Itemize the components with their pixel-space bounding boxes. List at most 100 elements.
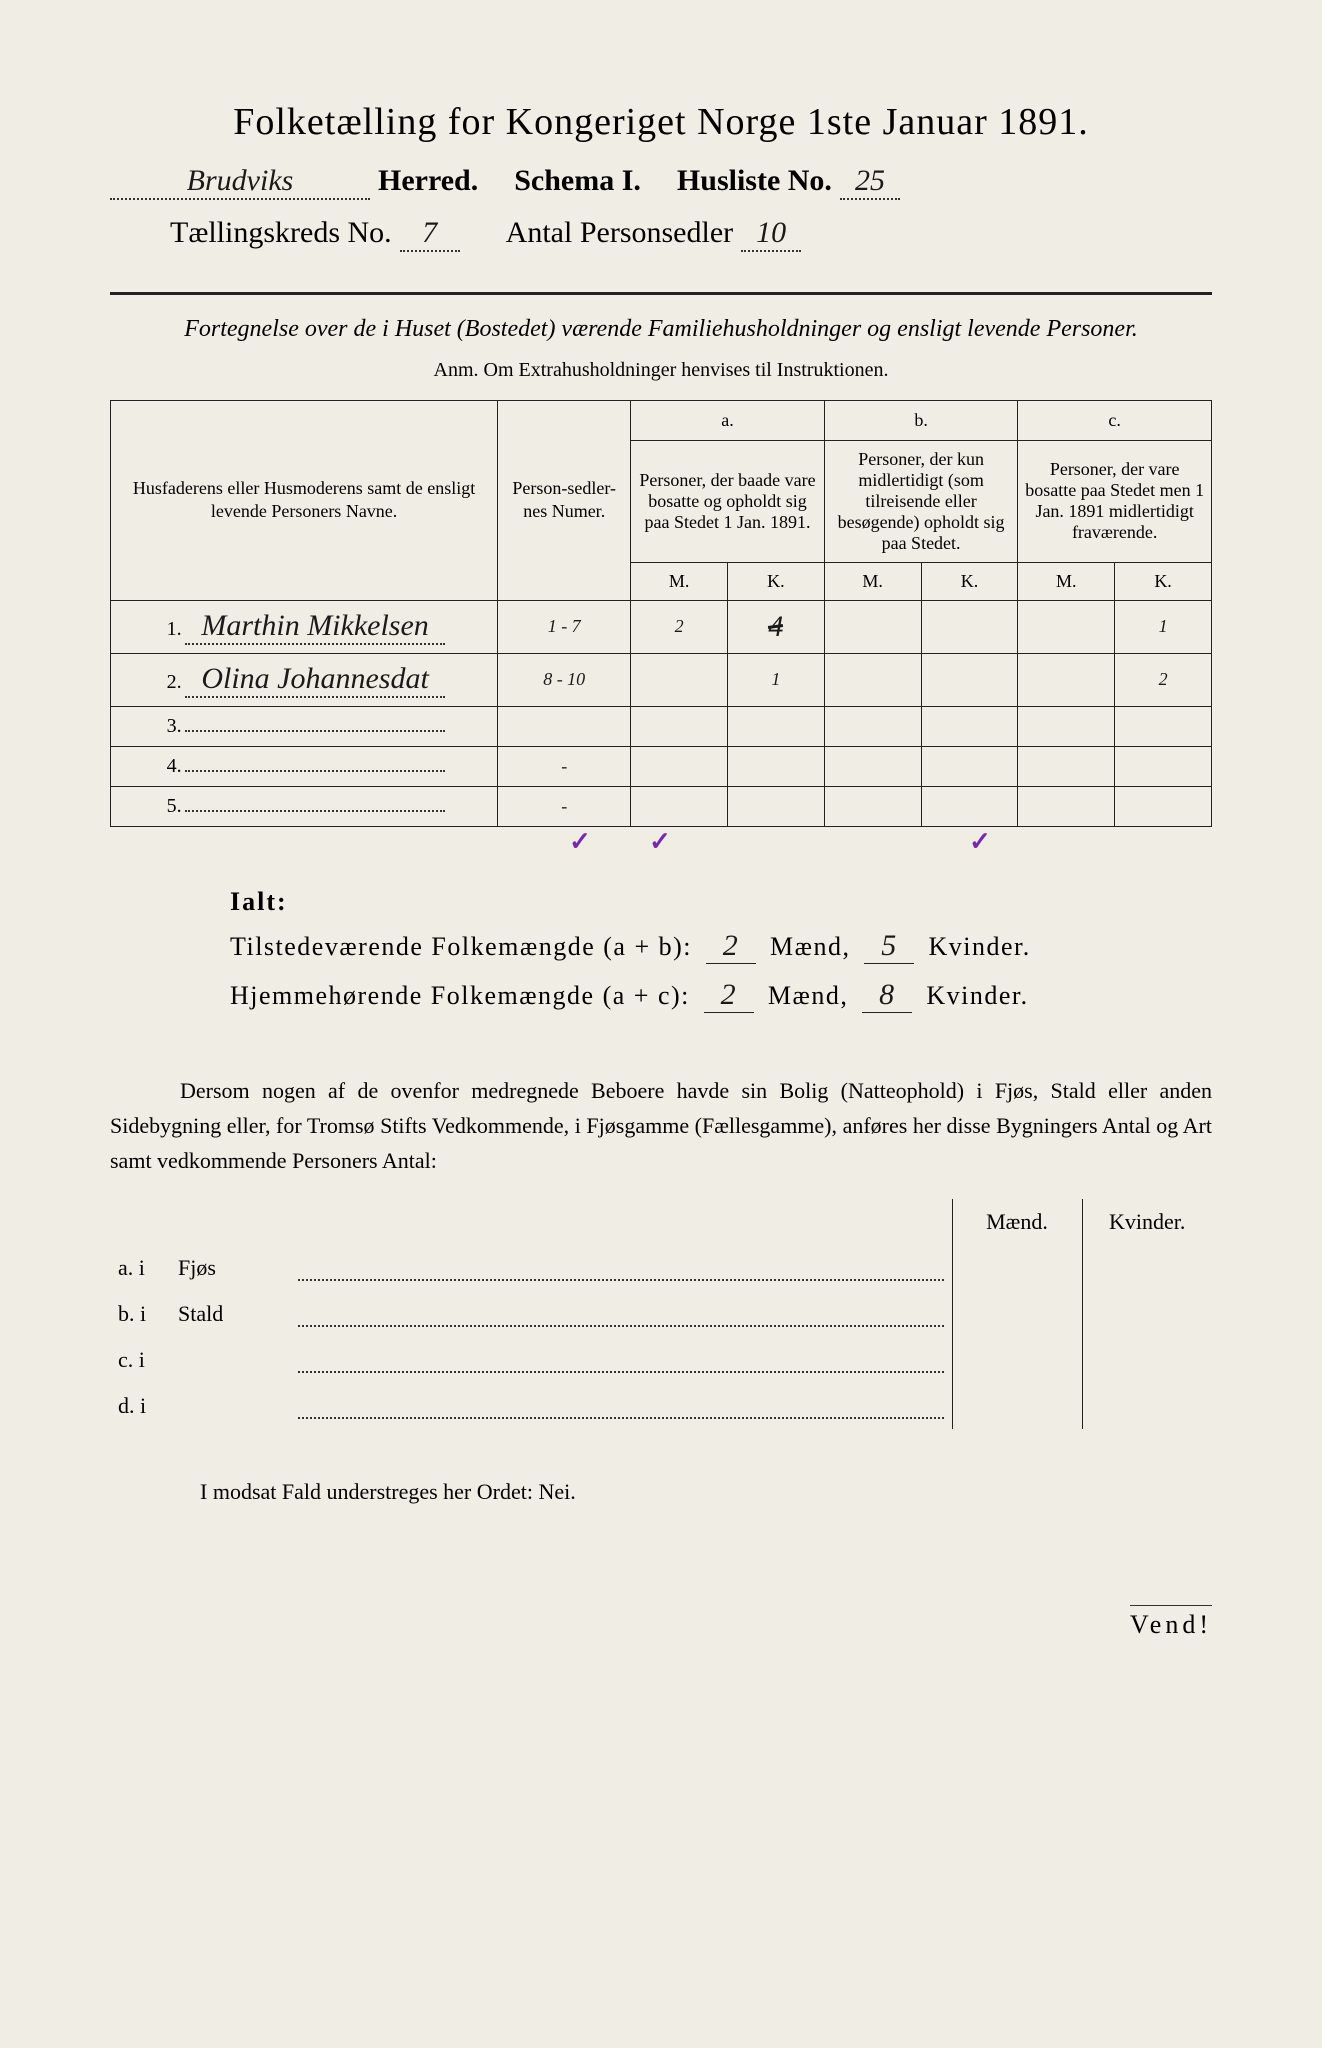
col-a-m: M. xyxy=(631,562,728,600)
building-k xyxy=(1082,1245,1212,1291)
sum2-maend: Mænd, xyxy=(768,981,848,1010)
building-prefix: a. i xyxy=(110,1245,170,1291)
ialt-title: Ialt: xyxy=(230,887,1212,917)
form-anm: Anm. Om Extrahusholdninger henvises til … xyxy=(110,359,1212,382)
tick-a-m: ✓ xyxy=(540,827,620,857)
col-c-letter: c. xyxy=(1024,409,1205,432)
row-bM xyxy=(824,786,921,826)
row-aM: 2 xyxy=(631,600,728,653)
row-cK xyxy=(1115,706,1212,746)
husliste-label: Husliste No. xyxy=(677,164,832,198)
row-bK xyxy=(921,746,1018,786)
tick-c-k: ✓ xyxy=(940,827,1020,857)
row-numer xyxy=(498,706,631,746)
row-numer: 1 - 7 xyxy=(498,600,631,653)
row-name-cell: 1.Marthin Mikkelsen xyxy=(111,600,498,653)
table-row: 2.Olina Johannesdat8 - 1012 xyxy=(111,653,1212,706)
ialt-block: Ialt: Tilstedeværende Folkemængde (a + b… xyxy=(110,887,1212,1013)
divider xyxy=(110,292,1212,295)
sum2-m: 2 xyxy=(704,978,754,1013)
tick-a-k: ✓ xyxy=(620,827,700,857)
building-k xyxy=(1082,1291,1212,1337)
col-a-letter: a. xyxy=(637,409,818,432)
row-bK xyxy=(921,706,1018,746)
row-cK: 1 xyxy=(1115,600,1212,653)
row-cM xyxy=(1018,706,1115,746)
sum1-k: 5 xyxy=(864,929,914,964)
header-line-herred: Brudviks Herred. Schema I. Husliste No. … xyxy=(110,164,1212,200)
form-title: Folketælling for Kongeriget Norge 1ste J… xyxy=(110,100,1212,144)
tick-row: ✓ ✓ ✓ xyxy=(110,827,1212,857)
row-bK xyxy=(921,786,1018,826)
row-bK xyxy=(921,600,1018,653)
col-c-label: c. xyxy=(1018,400,1212,440)
table-row: 5.- xyxy=(111,786,1212,826)
row-numer: 8 - 10 xyxy=(498,653,631,706)
row-numer: - xyxy=(498,746,631,786)
table-row: 4.- xyxy=(111,746,1212,786)
row-aK xyxy=(728,706,825,746)
sum1-m: 2 xyxy=(706,929,756,964)
row-aK xyxy=(728,746,825,786)
col-b-desc: Personer, der kun midlertidigt (som tilr… xyxy=(824,440,1018,562)
col-personsedler-header: Person-sedler-nes Numer. xyxy=(498,400,631,600)
table-row: 1.Marthin Mikkelsen1 - 724 1 xyxy=(111,600,1212,653)
row-cM xyxy=(1018,653,1115,706)
building-label: Fjøs xyxy=(170,1245,290,1291)
building-k xyxy=(1082,1383,1212,1429)
sum1-kvinder: Kvinder. xyxy=(928,932,1030,961)
row-aK xyxy=(728,786,825,826)
building-m xyxy=(952,1291,1082,1337)
bt-head-m: Mænd. xyxy=(952,1199,1082,1245)
building-label: Stald xyxy=(170,1291,290,1337)
col-b-k: K. xyxy=(921,562,1018,600)
row-cK: 2 xyxy=(1115,653,1212,706)
sum-line-2: Hjemmehørende Folkemængde (a + c): 2 Mæn… xyxy=(230,978,1212,1013)
kreds-value: 7 xyxy=(400,216,460,252)
building-row: a. iFjøs xyxy=(110,1245,1212,1291)
building-label xyxy=(170,1337,290,1383)
sum1-maend: Mænd, xyxy=(770,932,850,961)
col-names-header: Husfaderens eller Husmoderens samt de en… xyxy=(111,400,498,600)
sum2-k: 8 xyxy=(862,978,912,1013)
row-numer: - xyxy=(498,786,631,826)
row-name-cell: 4. xyxy=(111,746,498,786)
row-aK: 4 xyxy=(728,600,825,653)
row-bM xyxy=(824,600,921,653)
bt-head-k: Kvinder. xyxy=(1082,1199,1212,1245)
building-row: b. iStald xyxy=(110,1291,1212,1337)
col-c-desc: Personer, der vare bosatte paa Stedet me… xyxy=(1018,440,1212,562)
building-prefix: b. i xyxy=(110,1291,170,1337)
buildings-paragraph: Dersom nogen af de ovenfor medregnede Be… xyxy=(110,1073,1212,1179)
row-aM xyxy=(631,746,728,786)
building-row: d. i xyxy=(110,1383,1212,1429)
vend-label: Vend! xyxy=(1130,1605,1212,1640)
building-row: c. i xyxy=(110,1337,1212,1383)
modsat-line: I modsat Fald understreges her Ordet: Ne… xyxy=(110,1479,1212,1505)
row-cM xyxy=(1018,786,1115,826)
row-bK xyxy=(921,653,1018,706)
husliste-value: 25 xyxy=(840,164,900,200)
header-line-kreds: Tællingskreds No. 7 Antal Personsedler 1… xyxy=(110,216,1212,252)
col-a-desc: Personer, der baade vare bosatte og opho… xyxy=(631,440,825,562)
herred-value: Brudviks xyxy=(110,164,370,200)
row-name-cell: 3. xyxy=(111,706,498,746)
census-form-page: Folketælling for Kongeriget Norge 1ste J… xyxy=(0,0,1322,2048)
row-name-cell: 2.Olina Johannesdat xyxy=(111,653,498,706)
table-row: 3. xyxy=(111,706,1212,746)
col-c-m: M. xyxy=(1018,562,1115,600)
building-m xyxy=(952,1383,1082,1429)
col-b-m: M. xyxy=(824,562,921,600)
building-k xyxy=(1082,1337,1212,1383)
sum2-kvinder: Kvinder. xyxy=(926,981,1028,1010)
buildings-table: Mænd. Kvinder. a. iFjøsb. iStaldc. id. i xyxy=(110,1199,1212,1429)
building-label xyxy=(170,1383,290,1429)
antal-label: Antal Personsedler xyxy=(506,216,733,250)
building-prefix: c. i xyxy=(110,1337,170,1383)
row-cM xyxy=(1018,600,1115,653)
herred-label: Herred. xyxy=(378,164,478,198)
sum1-label: Tilstedeværende Folkemængde (a + b): xyxy=(230,932,692,961)
row-aM xyxy=(631,786,728,826)
row-cK xyxy=(1115,746,1212,786)
form-subtitle: Fortegnelse over de i Huset (Bostedet) v… xyxy=(110,313,1212,347)
